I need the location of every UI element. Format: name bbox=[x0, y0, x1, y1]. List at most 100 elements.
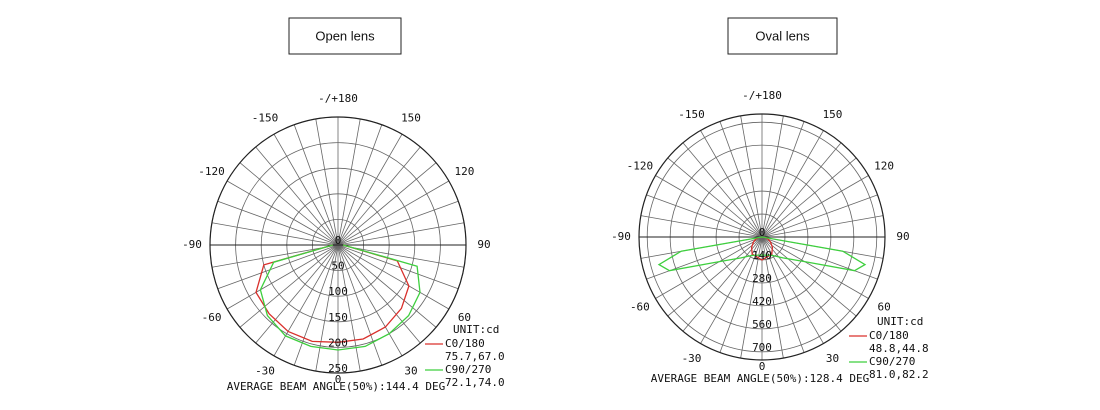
angle-tick-label: 30 bbox=[404, 364, 417, 377]
spoke bbox=[640, 215, 763, 238]
spoke bbox=[211, 244, 339, 268]
spoke bbox=[337, 200, 459, 246]
spoke bbox=[655, 236, 763, 299]
spoke bbox=[761, 130, 824, 238]
angle-tick-label: -30 bbox=[255, 364, 275, 377]
spoke bbox=[337, 162, 437, 246]
footer: AVERAGE BEAM ANGLE(50%):144.4 DEG bbox=[227, 380, 446, 393]
spoke bbox=[226, 180, 339, 246]
angle-tick-label: 0 bbox=[335, 373, 342, 386]
angle-tick-label: 60 bbox=[877, 301, 890, 314]
chart-title: Open lens bbox=[315, 28, 375, 43]
spoke bbox=[761, 194, 878, 238]
spoke bbox=[761, 121, 805, 238]
angle-tick-label: -60 bbox=[630, 301, 650, 314]
angle-tick-label: 30 bbox=[826, 352, 839, 365]
spoke bbox=[337, 244, 361, 372]
spoke bbox=[226, 244, 339, 310]
spoke bbox=[239, 162, 339, 246]
spoke bbox=[761, 175, 869, 238]
spoke bbox=[761, 115, 784, 238]
beam-value: 81.0,82.2 bbox=[869, 368, 929, 381]
spoke bbox=[700, 130, 763, 238]
spoke bbox=[239, 244, 339, 328]
angle-tick-label: 150 bbox=[823, 108, 843, 121]
angle-tick-label: -60 bbox=[202, 311, 222, 324]
footer: AVERAGE BEAM ANGLE(50%):128.4 DEG bbox=[651, 372, 870, 385]
legend-label: C0/180 bbox=[869, 329, 909, 342]
title-box bbox=[727, 17, 838, 55]
spoke bbox=[740, 115, 763, 238]
spoke bbox=[337, 180, 450, 246]
legend-label: C90/270 bbox=[869, 355, 915, 368]
angle-tick-label: -/+180 bbox=[318, 92, 358, 105]
spoke bbox=[211, 222, 339, 246]
angle-tick-label: 120 bbox=[455, 165, 475, 178]
angle-tick-label: -90 bbox=[182, 238, 202, 251]
angle-tick-label: 150 bbox=[401, 112, 421, 125]
radial-tick-label: 420 bbox=[752, 295, 772, 308]
radial-tick-label: 0 bbox=[759, 226, 766, 239]
spoke bbox=[761, 215, 884, 238]
spoke bbox=[719, 121, 763, 238]
curve bbox=[259, 244, 421, 351]
spoke bbox=[761, 157, 857, 238]
spoke bbox=[337, 146, 421, 246]
curve bbox=[657, 236, 867, 272]
angle-tick-label: -/+180 bbox=[742, 89, 782, 102]
angle-tick-label: -30 bbox=[682, 352, 702, 365]
spoke bbox=[337, 244, 383, 366]
spoke bbox=[761, 236, 857, 317]
beam-value: 72.1,74.0 bbox=[445, 376, 505, 389]
spoke bbox=[761, 236, 842, 332]
curve bbox=[750, 236, 774, 261]
spoke bbox=[337, 244, 437, 328]
radial-tick-label: 50 bbox=[331, 260, 344, 273]
radial-tick-label: 700 bbox=[752, 341, 772, 354]
radial-tick-label: 0 bbox=[335, 234, 342, 247]
curve bbox=[255, 244, 410, 343]
unit-label: UNIT:cd bbox=[453, 323, 499, 336]
spoke bbox=[337, 244, 465, 268]
spoke bbox=[337, 133, 403, 246]
spoke bbox=[667, 236, 763, 317]
spoke bbox=[337, 118, 361, 246]
spoke bbox=[255, 146, 339, 246]
spoke bbox=[337, 222, 465, 246]
radial-tick-label: 250 bbox=[328, 362, 348, 375]
radial-tick-label: 140 bbox=[752, 249, 772, 262]
beam-value: 75.7,67.0 bbox=[445, 350, 505, 363]
spoke bbox=[700, 236, 763, 344]
angle-tick-label: -120 bbox=[627, 160, 654, 173]
spoke bbox=[315, 118, 339, 246]
angle-tick-label: -120 bbox=[198, 165, 225, 178]
spoke bbox=[273, 133, 339, 246]
spoke bbox=[337, 244, 459, 290]
angle-tick-label: -90 bbox=[611, 230, 631, 243]
spoke bbox=[646, 236, 763, 280]
radial-tick-label: 100 bbox=[328, 285, 348, 298]
spoke bbox=[761, 236, 878, 280]
angle-tick-label: 120 bbox=[874, 160, 894, 173]
spoke bbox=[761, 142, 842, 238]
spoke bbox=[315, 244, 339, 372]
radial-tick-label: 150 bbox=[328, 311, 348, 324]
spoke bbox=[682, 142, 763, 238]
title-box bbox=[288, 17, 402, 55]
spoke bbox=[646, 194, 763, 238]
radial-tick-label: 280 bbox=[752, 272, 772, 285]
spoke bbox=[217, 244, 339, 290]
beam-value: 48.8,44.8 bbox=[869, 342, 929, 355]
spoke bbox=[293, 244, 339, 366]
angle-tick-label: -150 bbox=[678, 108, 705, 121]
spoke bbox=[682, 236, 763, 332]
spoke bbox=[337, 244, 421, 344]
spoke bbox=[217, 200, 339, 246]
radial-tick-label: 560 bbox=[752, 318, 772, 331]
legend-label: C0/180 bbox=[445, 337, 485, 350]
spoke bbox=[337, 244, 450, 310]
angle-tick-label: -150 bbox=[252, 112, 279, 125]
legend-label: C90/270 bbox=[445, 363, 491, 376]
spoke bbox=[761, 236, 869, 299]
